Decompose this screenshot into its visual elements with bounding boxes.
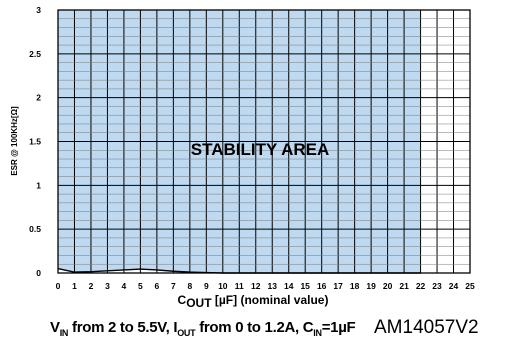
x-tick-label: 4 [122,281,127,291]
x-axis-label-main: C [178,293,187,307]
caption-v-sub: IN [59,328,69,338]
x-tick-label: 25 [465,281,475,291]
caption-c-sub: IN [313,328,322,338]
x-tick-label: 19 [366,281,376,291]
x-tick-label: 9 [204,281,209,291]
x-tick-label: 22 [416,281,426,291]
y-tick-label: 2 [36,93,41,103]
x-tick-label: 8 [187,281,192,291]
y-tick-label: 1 [36,180,41,190]
x-tick-label: 5 [138,281,143,291]
x-axis-label-rest: [µF] (nominal value) [212,293,329,307]
y-tick-label: 0.5 [29,224,41,234]
x-tick-label: 3 [105,281,110,291]
x-tick-label: 10 [218,281,228,291]
caption-row: VIN from 2 to 5.5V, IOUT from 0 to 1.2A,… [0,317,509,345]
x-tick-label: 21 [399,281,409,291]
x-tick-label: 12 [251,281,261,291]
x-tick-label: 6 [155,281,160,291]
esr-boundary-line [57,267,421,274]
x-tick-label: 17 [333,281,343,291]
x-tick-label: 20 [383,281,393,291]
y-tick-label: 2.5 [29,49,41,59]
figure-code: AM14057V2 [374,317,479,338]
conditions-caption: VIN from 2 to 5.5V, IOUT from 0 to 1.2A,… [50,319,356,338]
x-axis-label-sub: OUT [186,296,212,310]
x-tick-label: 2 [89,281,94,291]
caption-part1: from 2 to 5.5V, I [68,319,178,336]
x-tick-label: 23 [432,281,442,291]
region-label: STABILITY AREA [191,140,330,159]
x-tick-label: 11 [235,281,244,291]
x-tick-label: 14 [284,281,294,291]
caption-i-sub: OUT [177,328,196,338]
y-axis-label: ESR @ 100KHz[Ω] [10,106,19,176]
caption-v: V [50,319,60,336]
y-tick-label: 1.5 [29,137,41,147]
caption-part2: from 0 to 1.2A, C [195,319,314,336]
y-tick-label: 0 [36,268,41,278]
x-tick-label: 24 [449,281,459,291]
y-tick-label: 3 [36,5,41,15]
caption-part3: =1µF [321,319,356,336]
x-tick-label: 0 [56,281,61,291]
x-axis-label: COUT [µF] (nominal value) [178,293,329,310]
x-tick-label: 7 [171,281,176,291]
x-tick-label: 1 [72,281,77,291]
x-tick-label: 16 [317,281,327,291]
x-tick-label: 15 [300,281,310,291]
x-tick-label: 13 [268,281,278,291]
x-tick-label: 18 [350,281,360,291]
